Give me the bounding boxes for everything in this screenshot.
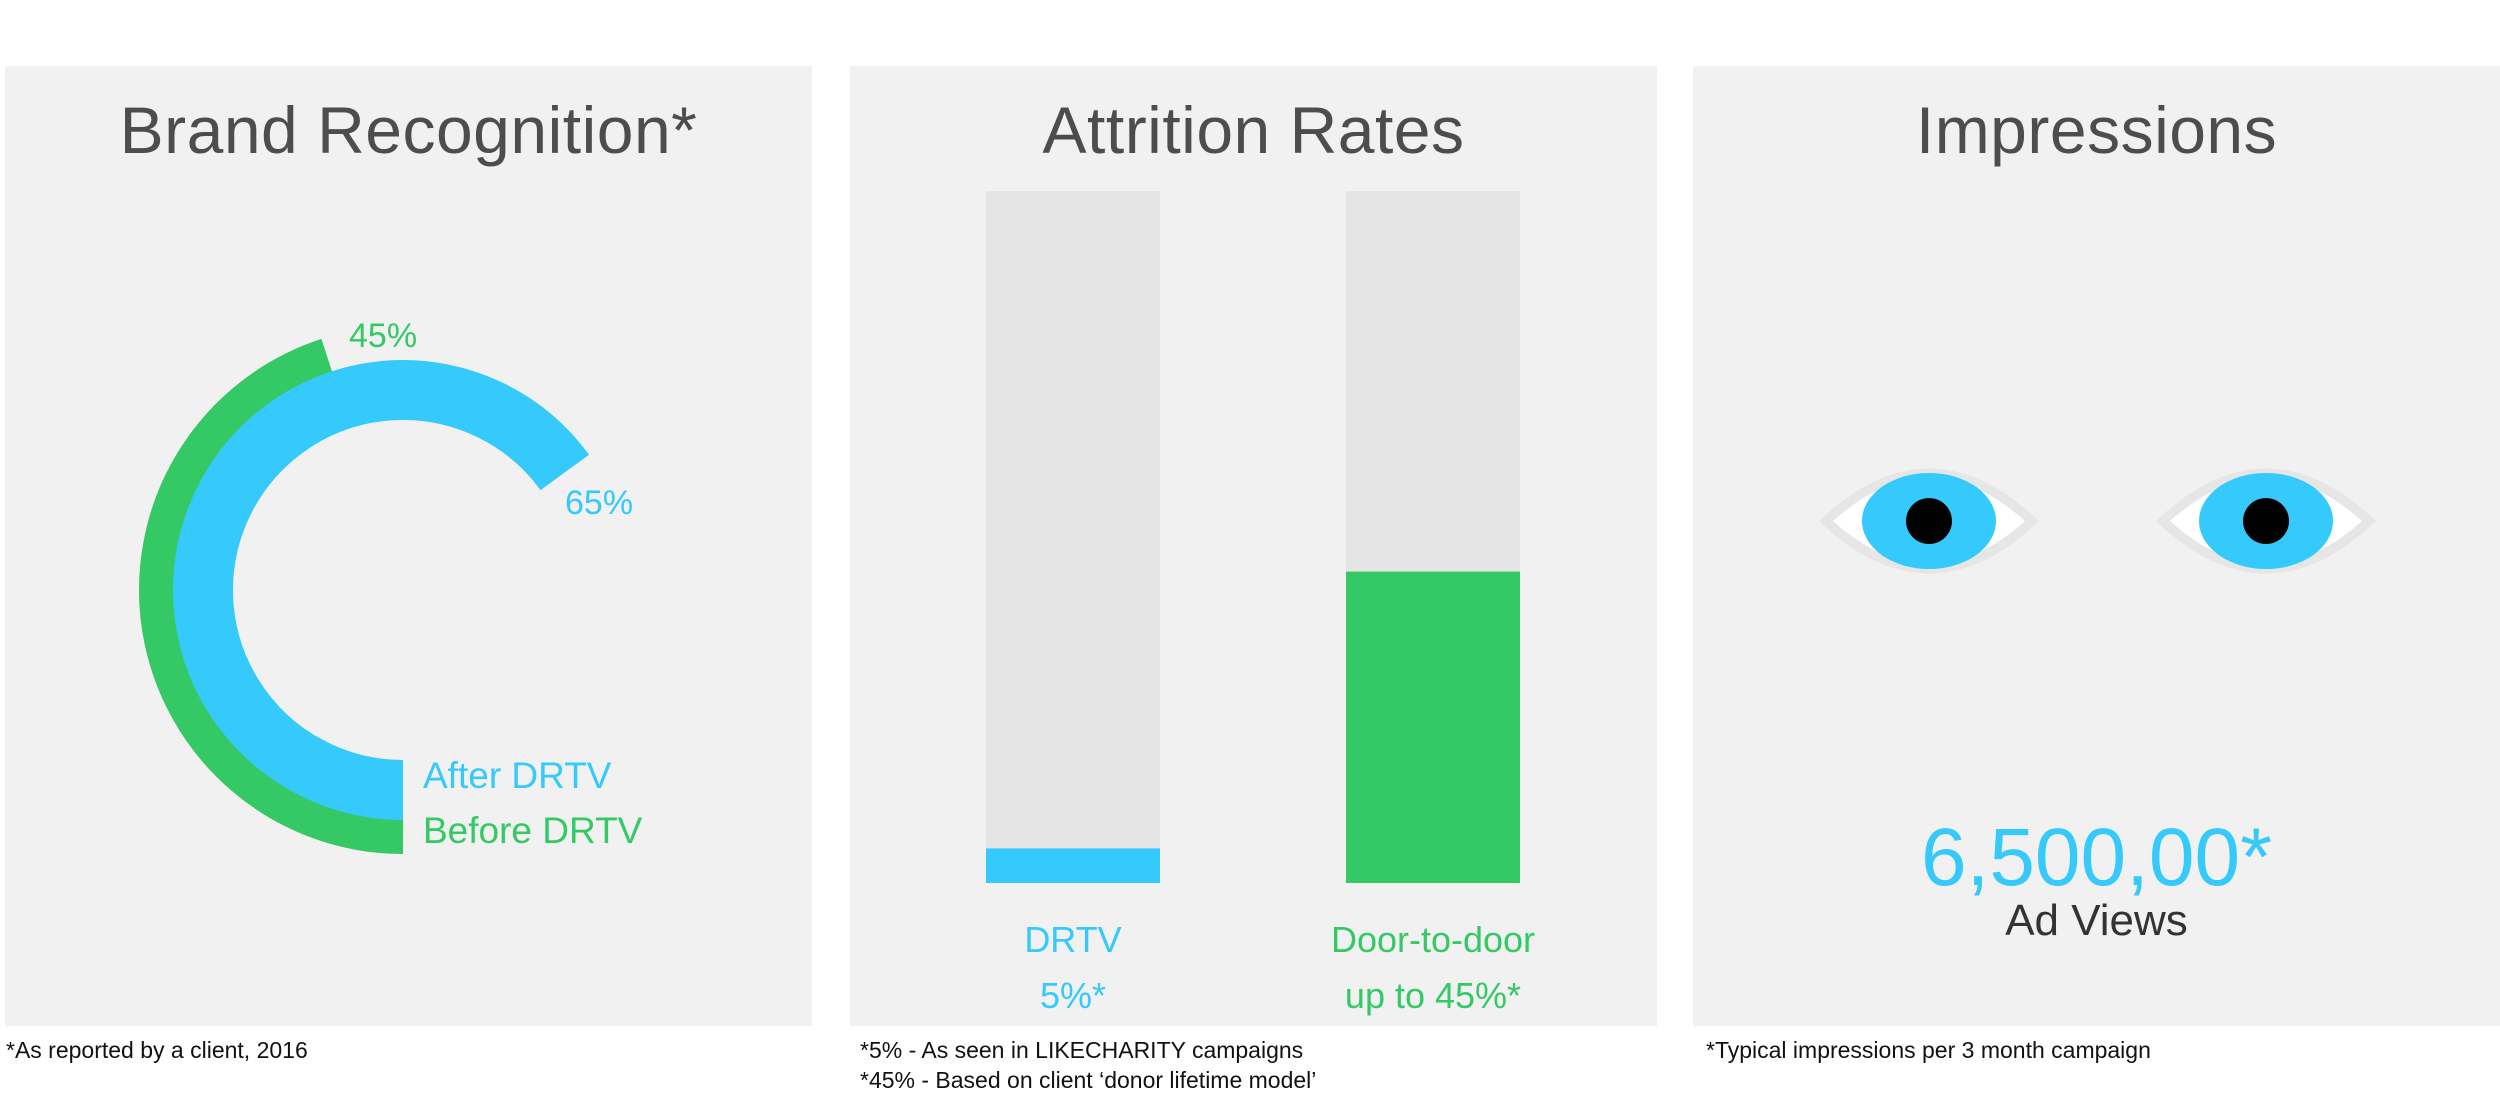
impressions-footnote: *Typical impressions per 3 month campaig… bbox=[1706, 1037, 2151, 1063]
impressions-label: Ad Views bbox=[2005, 896, 2188, 945]
door-to-door-category-label: Door-to-door bbox=[1330, 919, 1536, 960]
drtv-category-label: DRTV bbox=[1024, 919, 1122, 960]
eye-icon bbox=[1819, 468, 2039, 574]
before-drtv-value-label: 45% bbox=[349, 317, 417, 355]
eyes-illustration bbox=[1819, 468, 2376, 574]
door-to-door-value-label: up to 45%* bbox=[1344, 975, 1522, 1016]
attrition-rates-chart bbox=[986, 191, 1520, 883]
after-drtv-value-label: 65% bbox=[565, 484, 633, 522]
brand-recognition-title: Brand Recognition* bbox=[119, 93, 698, 167]
brand-recognition-panel: Brand Recognition* 45% 65% After DRTV Be… bbox=[5, 66, 812, 1026]
impressions-value: 6,500,00* bbox=[1920, 812, 2273, 903]
impressions-title: Impressions bbox=[1915, 93, 2278, 167]
attrition-rates-panel: Attrition Rates DRTV 5%* Door-to-door up… bbox=[850, 66, 1657, 1026]
brand-recognition-chart: 45% 65% After DRTV Before DRTV bbox=[139, 317, 643, 854]
impressions-panel: Impressions 6,500,00* Ad Views bbox=[1693, 66, 2500, 1026]
drtv-value-label: 5%* bbox=[1039, 975, 1107, 1016]
drtv-bar-label: DRTV 5%* bbox=[966, 912, 1180, 1024]
arc-before-drtv bbox=[139, 338, 404, 854]
drtv-bar bbox=[986, 848, 1160, 883]
eye-icon bbox=[2156, 468, 2376, 574]
drtv-bar-track bbox=[986, 191, 1160, 883]
before-drtv-legend-label: Before DRTV bbox=[423, 810, 643, 851]
door-to-door-bar bbox=[1346, 571, 1520, 883]
after-drtv-legend-label: After DRTV bbox=[423, 755, 612, 796]
brand-recognition-footnote: *As reported by a client, 2016 bbox=[6, 1037, 308, 1063]
attrition-footnote-2: *45% - Based on client ‘donor lifetime m… bbox=[860, 1067, 1317, 1093]
attrition-footnotes: *5% - As seen in LIKECHARITY campaigns *… bbox=[860, 1035, 1316, 1095]
attrition-footnote-1: *5% - As seen in LIKECHARITY campaigns bbox=[860, 1037, 1304, 1063]
attrition-rates-title: Attrition Rates bbox=[1042, 93, 1465, 167]
door-to-door-bar-label: Door-to-door up to 45%* bbox=[1283, 912, 1583, 1024]
arc-after-drtv bbox=[173, 360, 590, 820]
